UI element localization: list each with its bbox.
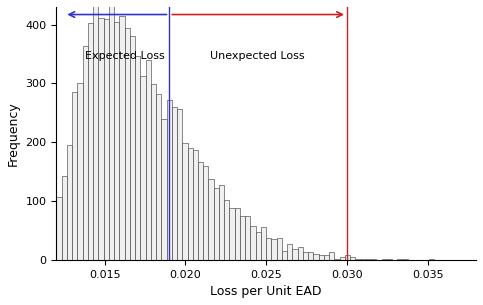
Bar <box>103 19 109 260</box>
Bar <box>99 18 103 260</box>
Bar <box>219 185 224 260</box>
Bar <box>114 22 119 260</box>
Bar <box>266 238 271 260</box>
Bar <box>77 83 83 260</box>
Bar <box>72 92 77 260</box>
Bar <box>355 259 361 260</box>
Bar <box>403 259 408 260</box>
Bar <box>324 255 329 260</box>
Bar <box>161 119 167 260</box>
Bar <box>83 46 88 260</box>
Bar <box>282 251 287 260</box>
Bar <box>235 208 240 260</box>
Y-axis label: Frequency: Frequency <box>7 101 20 166</box>
Bar <box>62 176 67 260</box>
Bar <box>224 200 229 260</box>
Bar <box>345 255 350 260</box>
Text: Expected Loss: Expected Loss <box>85 51 165 61</box>
Bar <box>125 27 130 260</box>
Bar <box>177 109 182 260</box>
Bar <box>88 23 93 260</box>
Bar <box>382 259 387 260</box>
Bar <box>350 257 355 260</box>
Bar <box>119 16 125 260</box>
Bar <box>209 179 214 260</box>
Bar <box>303 252 308 260</box>
Bar <box>130 36 135 260</box>
Bar <box>182 143 187 260</box>
Bar <box>198 162 203 260</box>
Bar <box>361 259 366 260</box>
Bar <box>245 216 251 260</box>
Bar <box>67 145 72 260</box>
Bar <box>261 228 266 260</box>
Bar <box>140 76 145 260</box>
Bar <box>135 56 140 260</box>
Bar <box>187 148 193 260</box>
Bar <box>287 244 292 260</box>
Bar <box>240 216 245 260</box>
Bar <box>256 232 261 260</box>
Text: Unexpected Loss: Unexpected Loss <box>210 51 304 61</box>
Bar <box>57 197 62 260</box>
Bar <box>229 208 235 260</box>
Bar <box>172 107 177 260</box>
Bar <box>429 259 434 260</box>
Bar <box>203 166 209 260</box>
Bar <box>93 0 99 260</box>
X-axis label: Loss per Unit EAD: Loss per Unit EAD <box>211 285 322 298</box>
Bar <box>109 0 114 260</box>
Bar <box>193 150 198 260</box>
Bar <box>298 247 303 260</box>
Bar <box>366 259 371 260</box>
Bar <box>167 100 172 260</box>
Bar <box>145 60 151 260</box>
Bar <box>329 252 334 260</box>
Bar <box>371 259 376 260</box>
Bar <box>156 94 161 260</box>
Bar <box>340 257 345 260</box>
Bar <box>308 252 313 260</box>
Bar <box>151 84 156 260</box>
Bar <box>214 188 219 260</box>
Bar <box>398 259 403 260</box>
Bar <box>313 254 319 260</box>
Bar <box>292 249 298 260</box>
Bar <box>387 259 392 260</box>
Bar <box>271 239 277 260</box>
Bar <box>251 226 256 260</box>
Bar <box>334 259 340 260</box>
Bar <box>277 238 282 260</box>
Bar <box>319 255 324 260</box>
